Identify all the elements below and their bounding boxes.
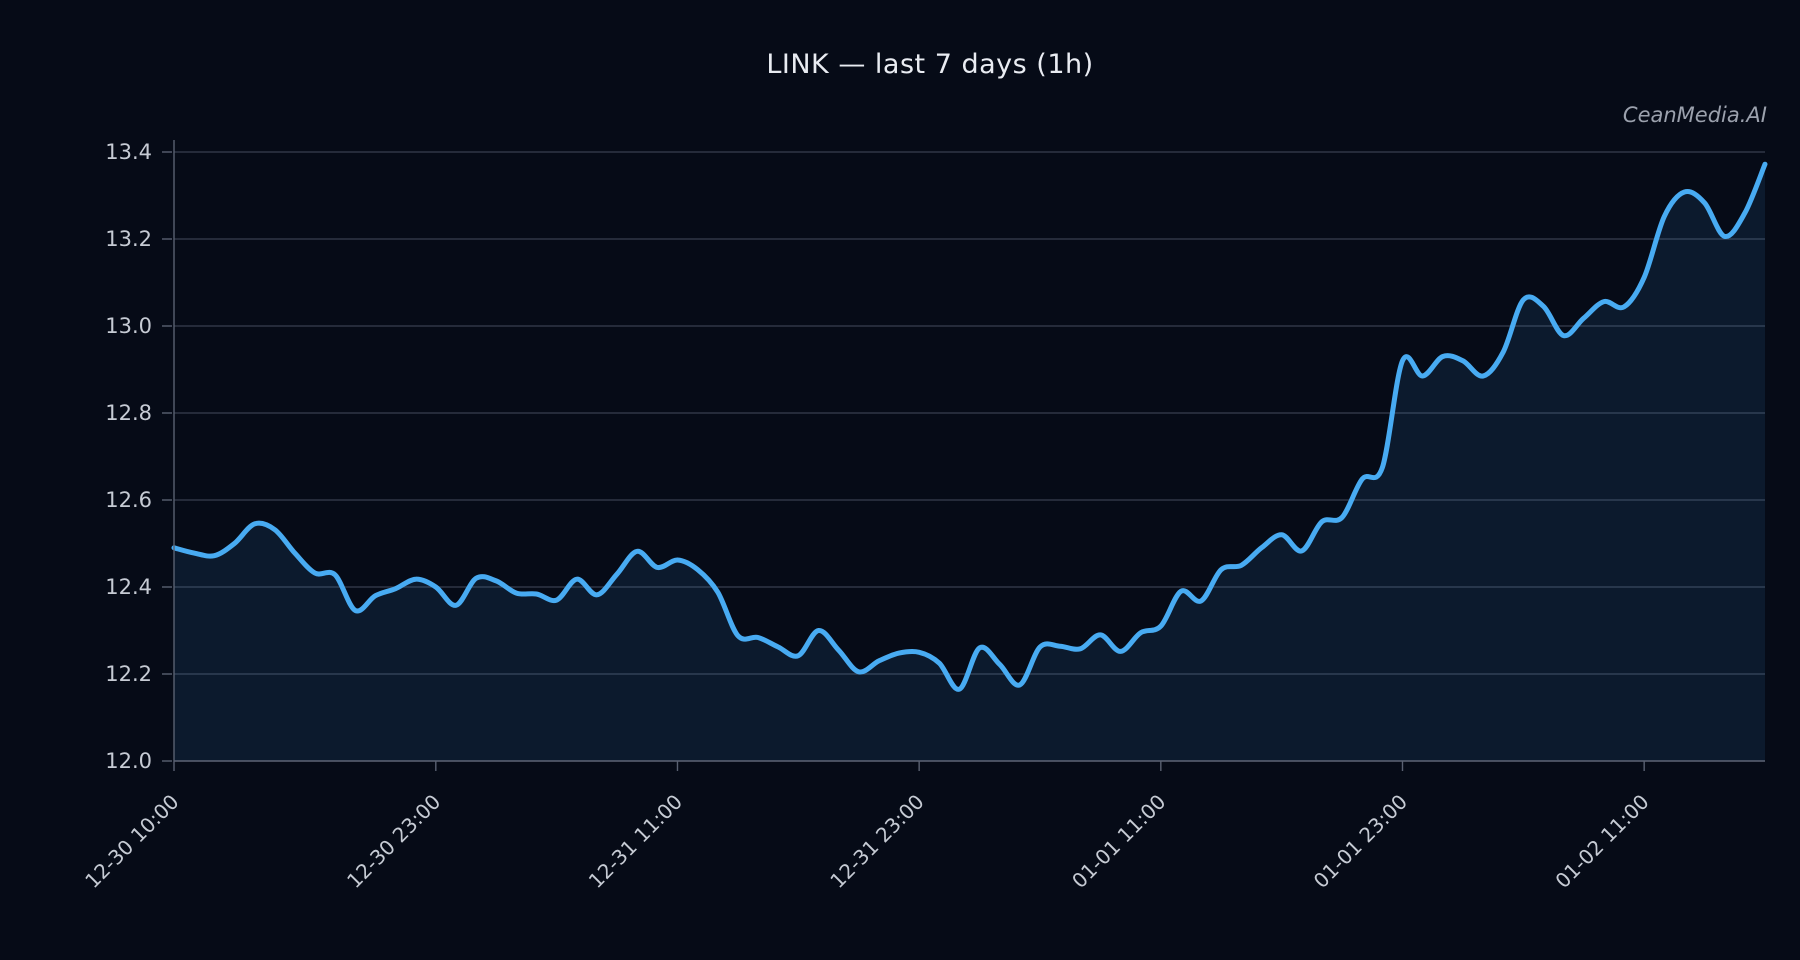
y-tick-label: 13.2 <box>105 227 152 251</box>
price-line-path <box>171 161 1768 692</box>
area-fill-path <box>174 164 1765 761</box>
y-tick-label: 12.4 <box>105 575 152 599</box>
y-tick-label: 12.6 <box>105 488 152 512</box>
y-tick-label: 13.0 <box>105 314 152 338</box>
y-tick-label: 12.8 <box>105 401 152 425</box>
y-tick-label: 12.0 <box>105 749 152 773</box>
x-tick-label: 12-30 23:00 <box>342 790 445 893</box>
gridlines <box>174 151 1765 762</box>
y-tick-label: 13.4 <box>105 140 152 164</box>
axes <box>173 140 1765 762</box>
x-tick-label: 12-31 11:00 <box>584 790 687 893</box>
x-tick-label: 01-02 11:00 <box>1550 790 1653 893</box>
watermark-label: CeanMedia.AI <box>1622 103 1767 127</box>
x-tick-label: 01-01 23:00 <box>1309 790 1412 893</box>
price-line <box>171 161 1768 692</box>
chart-title: LINK — last 7 days (1h) <box>766 49 1094 80</box>
area-fill <box>174 164 1765 761</box>
x-tick-label: 12-30 10:00 <box>80 790 183 893</box>
y-tick-label: 12.2 <box>105 662 152 686</box>
x-tick-label: 01-01 11:00 <box>1067 790 1170 893</box>
x-tick-label: 12-31 23:00 <box>825 790 928 893</box>
